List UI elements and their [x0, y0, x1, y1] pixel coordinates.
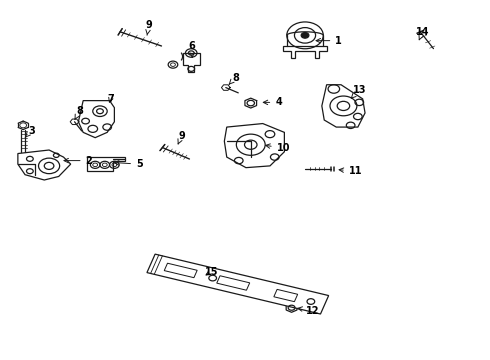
Polygon shape — [217, 276, 250, 290]
Polygon shape — [147, 254, 329, 314]
Text: 8: 8 — [75, 106, 83, 119]
Text: 9: 9 — [178, 131, 185, 144]
Polygon shape — [18, 150, 71, 180]
Text: 8: 8 — [229, 73, 239, 84]
Polygon shape — [224, 123, 284, 168]
Text: 13: 13 — [351, 85, 366, 98]
Circle shape — [301, 32, 309, 38]
Polygon shape — [283, 46, 327, 58]
Text: 1: 1 — [316, 36, 342, 46]
Polygon shape — [322, 85, 365, 127]
Polygon shape — [274, 289, 297, 302]
Text: 14: 14 — [416, 27, 429, 40]
Polygon shape — [183, 53, 200, 72]
Text: 6: 6 — [189, 41, 196, 57]
Text: 2: 2 — [64, 156, 92, 166]
Text: 5: 5 — [114, 159, 143, 169]
Text: 3: 3 — [25, 126, 35, 138]
Text: 11: 11 — [339, 166, 362, 176]
Polygon shape — [164, 263, 197, 278]
Text: 12: 12 — [298, 306, 319, 315]
Text: 4: 4 — [263, 98, 282, 107]
Text: 10: 10 — [266, 143, 290, 153]
Polygon shape — [87, 157, 125, 171]
Text: 9: 9 — [146, 20, 152, 35]
Polygon shape — [78, 100, 114, 138]
Text: 7: 7 — [107, 94, 114, 104]
Text: 15: 15 — [205, 267, 218, 277]
